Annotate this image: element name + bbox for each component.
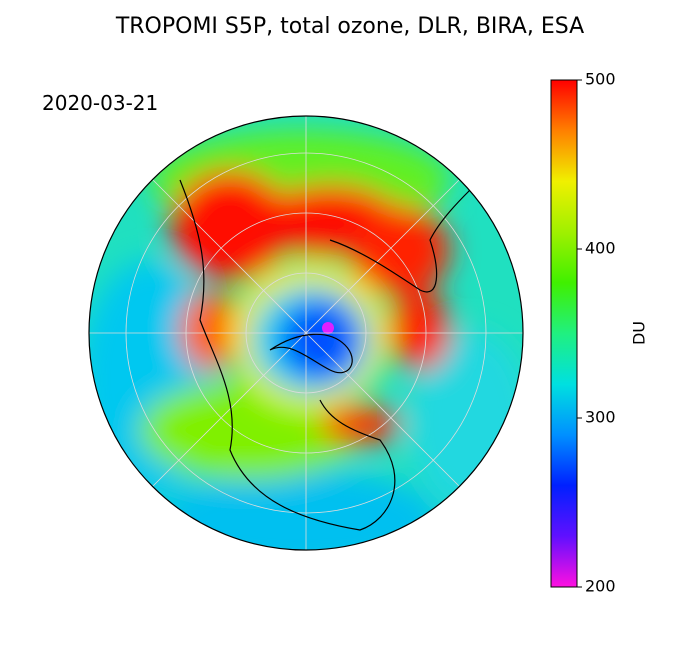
colorbar-tick-label: 400 — [585, 239, 616, 258]
colorbar — [550, 79, 578, 588]
title: TROPOMI S5P, total ozone, DLR, BIRA, ESA — [115, 14, 584, 39]
date-label: 2020-03-21 — [42, 91, 158, 115]
colorbar-tick-label: 500 — [585, 70, 616, 89]
colorbar-tick-label: 300 — [585, 408, 616, 427]
colorbar-tick-label: 200 — [585, 577, 616, 596]
ozone-map — [89, 116, 523, 550]
colorbar-label: DU — [630, 321, 649, 345]
globe-outline — [88, 115, 524, 551]
